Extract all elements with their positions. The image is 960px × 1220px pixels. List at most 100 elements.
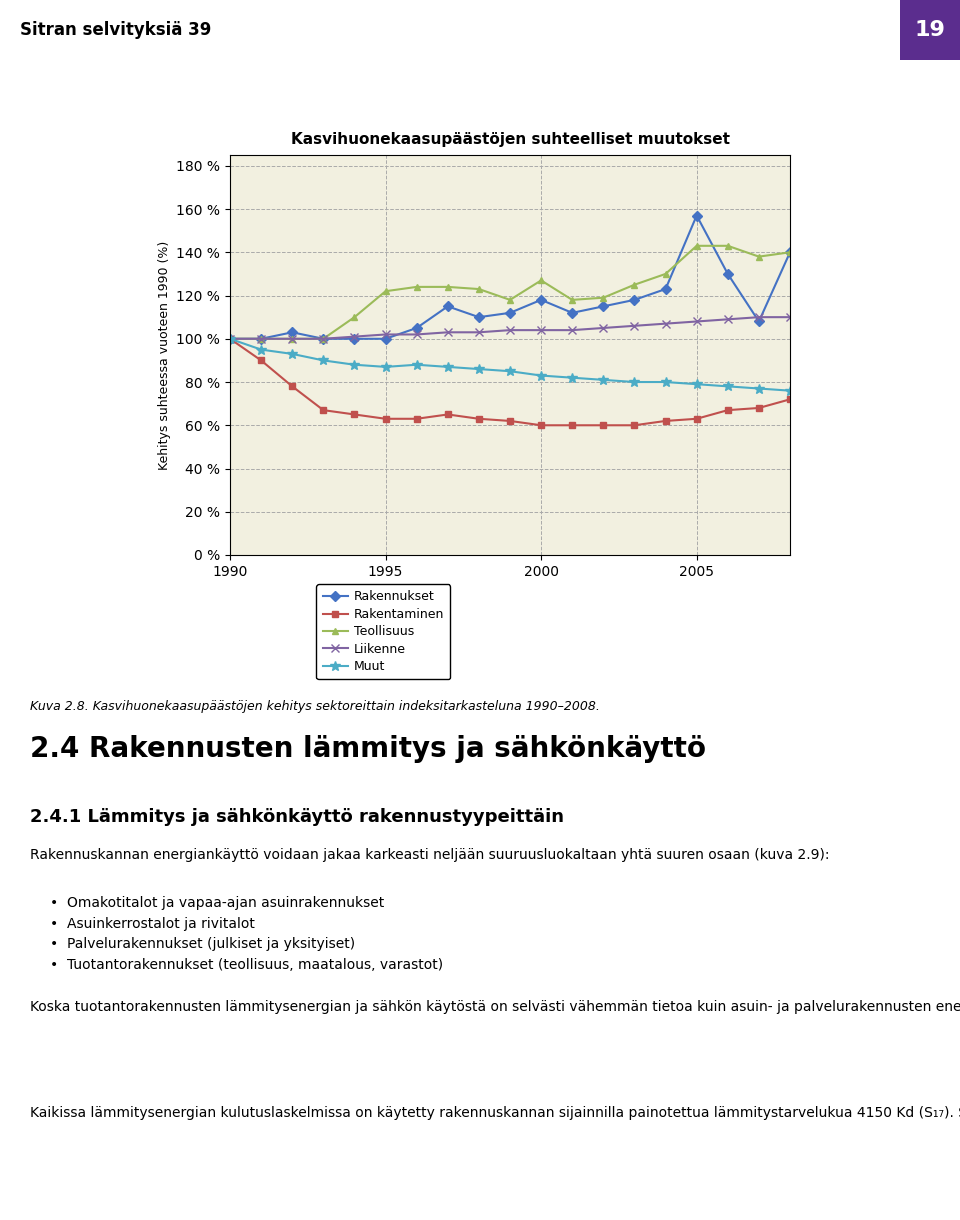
Line: Muut: Muut xyxy=(226,334,795,395)
Rakentaminen xyxy=(691,411,703,426)
Teollisuus xyxy=(411,279,422,294)
Liikenne xyxy=(225,332,236,346)
Rakennukset xyxy=(411,321,422,336)
Rakentaminen xyxy=(566,418,578,433)
Rakentaminen xyxy=(629,418,640,433)
Liikenne xyxy=(691,315,703,329)
Teollisuus xyxy=(754,249,765,264)
Teollisuus xyxy=(348,310,360,325)
Rakentaminen xyxy=(754,400,765,415)
Rakennukset xyxy=(318,332,329,346)
Line: Rakentaminen: Rakentaminen xyxy=(227,336,794,428)
Liikenne xyxy=(784,310,796,325)
Rakennukset xyxy=(691,209,703,223)
Liikenne xyxy=(318,332,329,346)
Liikenne xyxy=(660,316,671,331)
Teollisuus xyxy=(318,332,329,346)
Rakennukset xyxy=(504,305,516,320)
Rakennukset xyxy=(754,315,765,329)
Liikenne xyxy=(504,323,516,338)
Text: Kuva 2.8. Kasvihuonekaasupäästöjen kehitys sektoreittain indeksitarkasteluna 199: Kuva 2.8. Kasvihuonekaasupäästöjen kehit… xyxy=(30,700,600,712)
Muut xyxy=(629,375,640,389)
Teollisuus xyxy=(442,279,453,294)
Muut xyxy=(473,362,485,377)
Muut xyxy=(754,381,765,395)
Teollisuus xyxy=(722,238,733,253)
Y-axis label: Kehitys suhteessa vuoteen 1990 (%): Kehitys suhteessa vuoteen 1990 (%) xyxy=(157,240,171,470)
Teollisuus xyxy=(629,277,640,292)
Rakennukset xyxy=(597,299,609,314)
Rakentaminen xyxy=(722,403,733,417)
Rakentaminen xyxy=(286,379,298,394)
Rakennukset xyxy=(286,325,298,339)
Muut xyxy=(411,357,422,372)
Rakennukset xyxy=(629,293,640,307)
Rakennukset xyxy=(473,310,485,325)
Text: Koska tuotantorakennusten lämmitysenergian ja sähkön käytöstä on selvästi vähemm: Koska tuotantorakennusten lämmitysenergi… xyxy=(30,1000,960,1014)
Text: 2.4 Rakennusten lämmitys ja sähkönkäyttö: 2.4 Rakennusten lämmitys ja sähkönkäyttö xyxy=(30,734,706,762)
Muut xyxy=(348,357,360,372)
Line: Rakennukset: Rakennukset xyxy=(227,212,794,343)
Liikenne xyxy=(754,310,765,325)
Rakentaminen xyxy=(504,414,516,428)
Teollisuus xyxy=(504,293,516,307)
Liikenne xyxy=(348,329,360,344)
Line: Teollisuus: Teollisuus xyxy=(227,243,794,343)
Rakentaminen xyxy=(255,353,267,367)
Muut xyxy=(691,377,703,392)
Muut xyxy=(380,360,392,375)
Rakennukset xyxy=(722,267,733,282)
Rakentaminen xyxy=(380,411,392,426)
Liikenne xyxy=(286,332,298,346)
Title: Kasvihuonekaasupäästöjen suhteelliset muutokset: Kasvihuonekaasupäästöjen suhteelliset mu… xyxy=(291,132,730,146)
Teollisuus xyxy=(566,293,578,307)
Liikenne xyxy=(473,325,485,339)
Rakentaminen xyxy=(536,418,547,433)
Rakennukset xyxy=(784,245,796,260)
Muut xyxy=(660,375,671,389)
Rakentaminen xyxy=(597,418,609,433)
Rakentaminen xyxy=(348,407,360,422)
Muut xyxy=(566,371,578,386)
Rakentaminen xyxy=(473,411,485,426)
Muut xyxy=(225,332,236,346)
Liikenne xyxy=(629,318,640,333)
Teollisuus xyxy=(225,332,236,346)
Liikenne xyxy=(597,321,609,336)
Liikenne xyxy=(566,323,578,338)
Text: Sitran selvityksiä 39: Sitran selvityksiä 39 xyxy=(20,21,211,39)
Rakentaminen xyxy=(660,414,671,428)
Muut xyxy=(784,383,796,398)
Muut xyxy=(318,353,329,367)
Rakentaminen xyxy=(442,407,453,422)
Legend: Rakennukset, Rakentaminen, Teollisuus, Liikenne, Muut: Rakennukset, Rakentaminen, Teollisuus, L… xyxy=(316,584,450,680)
Teollisuus xyxy=(784,245,796,260)
Text: 19: 19 xyxy=(915,20,946,40)
Rakennukset xyxy=(536,293,547,307)
Rakennukset xyxy=(380,332,392,346)
Text: Kaikissa lämmitysenergian kulutuslaskelmissa on käytetty rakennuskannan sijainni: Kaikissa lämmitysenergian kulutuslaskelm… xyxy=(30,1107,960,1120)
Rakennukset xyxy=(348,332,360,346)
Liikenne xyxy=(722,312,733,327)
Text: •  Omakotitalot ja vapaa-ajan asuinrakennukset
•  Asuinkerrostalot ja rivitalot
: • Omakotitalot ja vapaa-ajan asuinrakenn… xyxy=(50,895,444,972)
Rakentaminen xyxy=(411,411,422,426)
Muut xyxy=(442,360,453,375)
Text: Rakennuskannan energiankäyttö voidaan jakaa karkeasti neljään suuruusluokaltaan : Rakennuskannan energiankäyttö voidaan ja… xyxy=(30,848,829,863)
Teollisuus xyxy=(597,290,609,305)
Muut xyxy=(255,343,267,357)
Line: Liikenne: Liikenne xyxy=(226,314,794,343)
Muut xyxy=(504,364,516,378)
Muut xyxy=(536,368,547,383)
Liikenne xyxy=(411,327,422,342)
Text: 2.4.1 Lämmitys ja sähkönkäyttö rakennustyypeittäin: 2.4.1 Lämmitys ja sähkönkäyttö rakennust… xyxy=(30,808,564,826)
Rakennukset xyxy=(255,332,267,346)
Teollisuus xyxy=(255,332,267,346)
Teollisuus xyxy=(691,238,703,253)
Liikenne xyxy=(380,327,392,342)
Rakentaminen xyxy=(318,403,329,417)
Rakennukset xyxy=(442,299,453,314)
Liikenne xyxy=(442,325,453,339)
Rakennukset xyxy=(660,282,671,296)
Muut xyxy=(597,372,609,387)
Rakennukset xyxy=(566,305,578,320)
